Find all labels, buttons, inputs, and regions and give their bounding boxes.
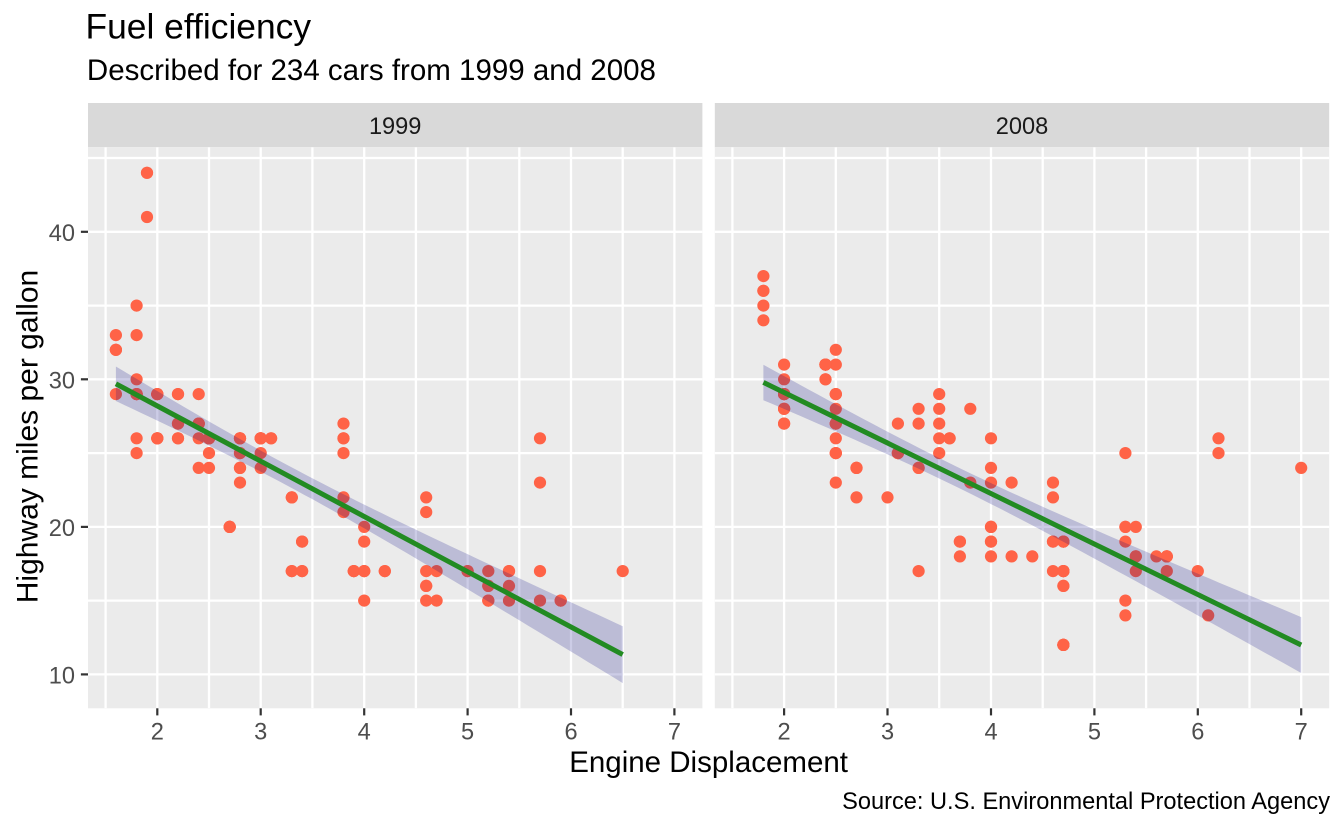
svg-text:3: 3 — [881, 719, 894, 745]
svg-text:Source: U.S. Environmental Pro: Source: U.S. Environmental Protection Ag… — [842, 789, 1330, 815]
svg-text:10: 10 — [49, 663, 75, 689]
svg-text:3: 3 — [254, 719, 267, 745]
svg-text:2: 2 — [778, 719, 791, 745]
svg-text:4: 4 — [984, 719, 997, 745]
svg-text:7: 7 — [1295, 719, 1308, 745]
svg-text:20: 20 — [49, 516, 75, 542]
svg-text:6: 6 — [564, 719, 577, 745]
svg-text:4: 4 — [358, 719, 371, 745]
svg-text:2: 2 — [151, 719, 164, 745]
svg-text:40: 40 — [49, 221, 75, 247]
svg-text:5: 5 — [461, 719, 474, 745]
svg-text:Highway miles per gallon: Highway miles per gallon — [12, 270, 45, 604]
svg-text:5: 5 — [1088, 719, 1101, 745]
svg-text:Described for 234 cars from 19: Described for 234 cars from 1999 and 200… — [87, 54, 656, 87]
svg-text:6: 6 — [1191, 719, 1204, 745]
svg-text:30: 30 — [49, 368, 75, 394]
svg-text:1999: 1999 — [369, 114, 422, 140]
svg-text:Engine Displacement: Engine Displacement — [569, 746, 848, 779]
svg-text:2008: 2008 — [996, 114, 1049, 140]
svg-text:7: 7 — [668, 719, 681, 745]
svg-text:Fuel efficiency: Fuel efficiency — [86, 6, 312, 46]
